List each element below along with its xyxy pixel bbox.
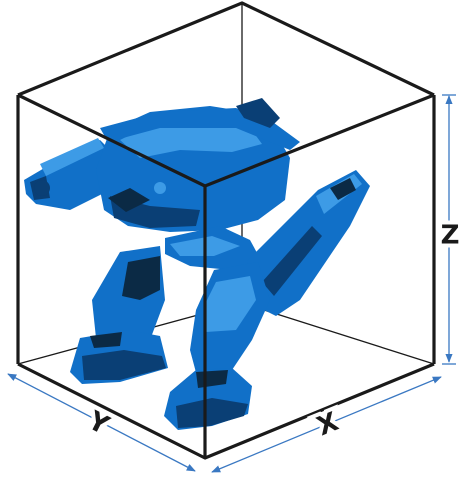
y-dimension-line [7, 373, 196, 472]
z-axis-label: Z [441, 221, 460, 251]
x-axis-label: X [313, 407, 343, 442]
cube-front-edges [16, 1, 436, 460]
robot-model [24, 98, 370, 430]
dimension-lines [7, 94, 456, 473]
x-dimension-line [211, 376, 442, 473]
